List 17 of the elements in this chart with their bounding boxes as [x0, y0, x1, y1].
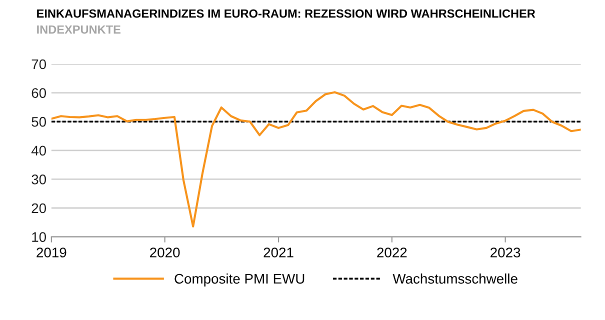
y-tick-label: 40	[31, 146, 46, 156]
y-tick-label: 10	[32, 232, 46, 242]
legend-label: Wachstumsschwelle	[392, 273, 518, 284]
chart-title: EINKAUFSMANAGERINDIZES IM EURO-RAUM: REZESSION WIRD WAHRSCHEINLICHER	[37, 9, 536, 18]
x-tick-label: 2023	[490, 248, 520, 258]
legend-label: Composite PMI EWU	[174, 273, 304, 286]
y-tick-label: 60	[32, 88, 46, 98]
chart-subtitle: INDEXPUNKTE	[37, 25, 120, 34]
y-tick-label: 30	[32, 174, 46, 184]
x-tick-label: 2022	[377, 248, 407, 258]
y-tick-label: 20	[32, 203, 46, 214]
y-tick-label: 70	[32, 59, 46, 70]
x-tick-label: 2021	[264, 248, 294, 258]
line-series	[51, 91, 581, 228]
x-tick-label: 2019	[36, 248, 66, 258]
y-tick-label: 50	[32, 116, 46, 127]
x-tick-label: 2020	[150, 248, 180, 258]
